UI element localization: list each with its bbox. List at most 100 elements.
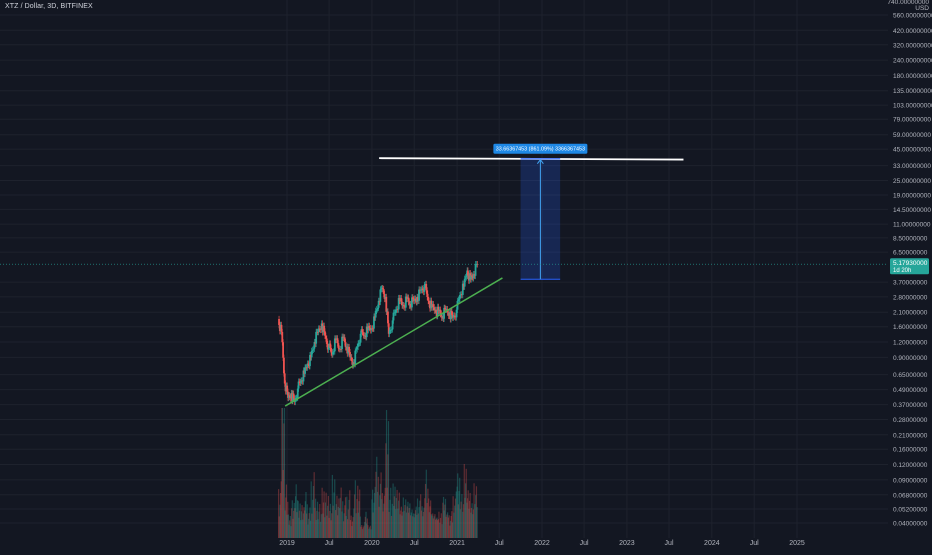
candle-body	[467, 270, 469, 276]
volume-bar	[428, 498, 430, 538]
candle-body	[318, 328, 321, 330]
volume-bar	[365, 511, 367, 538]
date-tick-label: 2023	[619, 540, 635, 547]
volume-bar	[448, 515, 450, 538]
volume-bar	[279, 504, 281, 538]
candle-body	[438, 309, 441, 311]
candle-body	[403, 306, 406, 308]
price-tick-label: 0.28000000	[893, 417, 928, 424]
candle-body	[387, 311, 389, 324]
volume-bar	[425, 469, 427, 538]
volume-bar	[338, 498, 340, 538]
volume-bar	[420, 494, 422, 538]
volume-bar	[398, 492, 400, 538]
date-tick-label: 2025	[789, 540, 805, 547]
volume-bar	[396, 489, 398, 538]
volume-bar	[318, 511, 320, 538]
candle-body	[354, 350, 357, 364]
volume-bar	[466, 502, 468, 538]
volume-bar	[376, 456, 378, 538]
candle-body	[437, 306, 440, 311]
candle-body	[443, 307, 446, 319]
candle-body	[414, 298, 417, 301]
candle-body	[425, 283, 428, 291]
candle-body	[451, 311, 453, 315]
volume-bar	[436, 517, 438, 538]
price-tick-label: 420.00000000	[893, 28, 932, 35]
candle-body	[338, 348, 341, 350]
volume-bar	[475, 486, 478, 538]
price-tick-label: 0.12000000	[893, 462, 928, 469]
candle-body	[336, 338, 339, 344]
support-trendline[interactable]	[284, 277, 503, 407]
volume-bar	[289, 520, 291, 538]
volume-bar	[404, 505, 406, 538]
volume-bar	[280, 481, 282, 538]
volume-bar	[424, 483, 427, 538]
volume-bar	[408, 508, 410, 538]
candle-body	[326, 343, 329, 350]
volume-bar	[309, 520, 312, 538]
volume-bar	[298, 510, 301, 538]
candle-body	[397, 298, 400, 310]
volume-bar	[472, 514, 474, 538]
candle-body	[295, 397, 298, 399]
volume-bar	[451, 511, 453, 538]
candle-body	[368, 325, 371, 328]
volume-bar	[301, 505, 303, 538]
volume-bar	[416, 498, 419, 538]
candle-body	[430, 300, 433, 308]
volume-bar	[293, 502, 295, 538]
candle-body	[462, 283, 465, 287]
candle-body	[372, 328, 375, 330]
candle-body	[411, 297, 413, 308]
candle-body	[362, 332, 365, 336]
volume-bar	[428, 512, 430, 538]
price-tick-label: 0.90000000	[893, 355, 928, 362]
candle-body	[315, 331, 318, 344]
candle-body	[411, 297, 414, 300]
candle-body	[306, 363, 309, 368]
volume-bar	[443, 510, 445, 538]
candle-body	[463, 278, 466, 287]
volume-bar	[385, 443, 387, 538]
volume-bar	[407, 512, 410, 538]
volume-bar	[466, 498, 469, 538]
price-tick-label: 0.49000000	[893, 387, 928, 394]
volume-bar	[401, 515, 403, 538]
volume-bar	[395, 509, 397, 538]
date-tick-label: Jul	[580, 540, 589, 547]
candle-body	[395, 309, 397, 313]
volume-bar	[406, 506, 408, 538]
volume-bar	[471, 503, 473, 538]
candle-body	[374, 310, 377, 318]
date-tick-label: 2021	[449, 540, 465, 547]
candle-body	[459, 294, 462, 296]
volume-bar	[319, 504, 321, 538]
volume-bar	[439, 517, 442, 538]
volume-bar	[357, 512, 359, 538]
volume-bar	[288, 524, 290, 538]
candle-body	[344, 342, 347, 348]
volume-bar	[300, 520, 302, 538]
volume-bar	[334, 479, 336, 538]
volume-bar	[418, 507, 420, 538]
price-tick-label: 560.00000000	[893, 13, 932, 20]
volume-bar	[321, 487, 323, 538]
price-tick-label: 0.21000000	[893, 432, 928, 439]
volume-bar	[470, 512, 472, 538]
candle-body	[439, 309, 442, 314]
candle-body	[431, 304, 434, 308]
candle-body	[441, 316, 444, 318]
volume-bar	[449, 525, 451, 538]
volume-bar	[278, 516, 280, 538]
candle-body	[353, 362, 356, 364]
candle-body	[407, 297, 410, 302]
volume-bar	[283, 408, 286, 538]
candle-body	[400, 298, 403, 302]
candle-body	[424, 283, 427, 286]
volume-bar	[386, 487, 388, 538]
volume-bar	[402, 511, 404, 538]
